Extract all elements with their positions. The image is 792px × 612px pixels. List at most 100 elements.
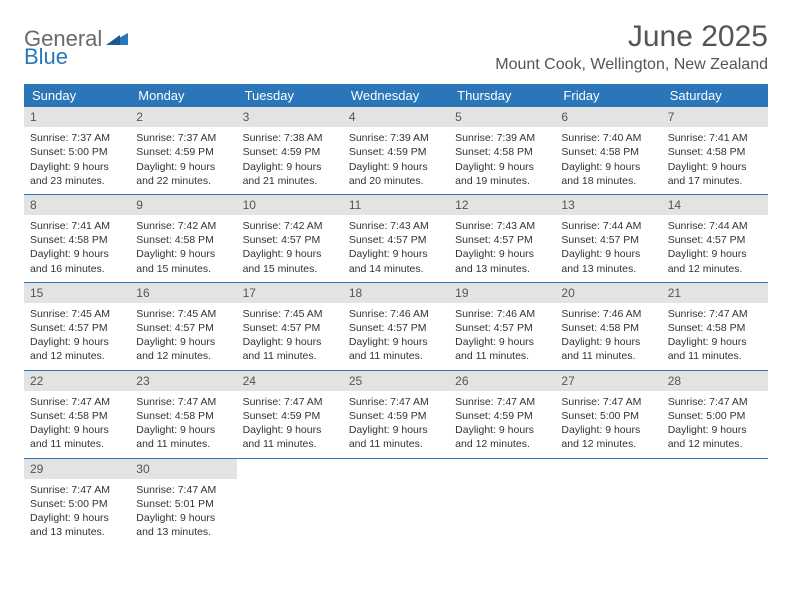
sunrise-text: Sunrise: 7:37 AM [136, 131, 230, 145]
day-number: 22 [24, 371, 130, 391]
day-cell: 5Sunrise: 7:39 AMSunset: 4:58 PMDaylight… [449, 107, 555, 194]
dow-saturday: Saturday [662, 84, 768, 107]
day-body: Sunrise: 7:37 AMSunset: 5:00 PMDaylight:… [24, 127, 130, 194]
sunrise-text: Sunrise: 7:45 AM [243, 307, 337, 321]
dow-monday: Monday [130, 84, 236, 107]
day-cell: 21Sunrise: 7:47 AMSunset: 4:58 PMDayligh… [662, 283, 768, 370]
sunset-text: Sunset: 4:59 PM [455, 409, 549, 423]
sunset-text: Sunset: 5:00 PM [30, 145, 124, 159]
day-cell: 26Sunrise: 7:47 AMSunset: 4:59 PMDayligh… [449, 371, 555, 458]
day-cell [662, 459, 768, 546]
day-number: 9 [130, 195, 236, 215]
day-cell: 18Sunrise: 7:46 AMSunset: 4:57 PMDayligh… [343, 283, 449, 370]
sunrise-text: Sunrise: 7:47 AM [136, 395, 230, 409]
sunrise-text: Sunrise: 7:46 AM [349, 307, 443, 321]
day-number: 17 [237, 283, 343, 303]
day-number: 11 [343, 195, 449, 215]
day-body: Sunrise: 7:47 AMSunset: 4:59 PMDaylight:… [449, 391, 555, 458]
day-body: Sunrise: 7:47 AMSunset: 4:59 PMDaylight:… [237, 391, 343, 458]
sunrise-text: Sunrise: 7:47 AM [243, 395, 337, 409]
location-text: Mount Cook, Wellington, New Zealand [495, 56, 768, 74]
day-number: 18 [343, 283, 449, 303]
sunrise-text: Sunrise: 7:43 AM [455, 219, 549, 233]
day-body: Sunrise: 7:47 AMSunset: 5:00 PMDaylight:… [555, 391, 661, 458]
sunrise-text: Sunrise: 7:47 AM [455, 395, 549, 409]
sunset-text: Sunset: 5:00 PM [561, 409, 655, 423]
sunrise-text: Sunrise: 7:47 AM [349, 395, 443, 409]
daylight-text: Daylight: 9 hours and 11 minutes. [30, 423, 124, 451]
daylight-text: Daylight: 9 hours and 23 minutes. [30, 160, 124, 188]
sunrise-text: Sunrise: 7:45 AM [30, 307, 124, 321]
sunset-text: Sunset: 4:58 PM [561, 145, 655, 159]
daylight-text: Daylight: 9 hours and 13 minutes. [136, 511, 230, 539]
day-number: 30 [130, 459, 236, 479]
sunrise-text: Sunrise: 7:41 AM [668, 131, 762, 145]
day-cell: 16Sunrise: 7:45 AMSunset: 4:57 PMDayligh… [130, 283, 236, 370]
sunrise-text: Sunrise: 7:47 AM [136, 483, 230, 497]
daylight-text: Daylight: 9 hours and 13 minutes. [561, 247, 655, 275]
dow-friday: Friday [555, 84, 661, 107]
daylight-text: Daylight: 9 hours and 13 minutes. [30, 511, 124, 539]
day-number: 7 [662, 107, 768, 127]
day-body: Sunrise: 7:47 AMSunset: 4:58 PMDaylight:… [24, 391, 130, 458]
daylight-text: Daylight: 9 hours and 12 minutes. [136, 335, 230, 363]
day-cell: 25Sunrise: 7:47 AMSunset: 4:59 PMDayligh… [343, 371, 449, 458]
day-cell: 14Sunrise: 7:44 AMSunset: 4:57 PMDayligh… [662, 195, 768, 282]
day-cell: 27Sunrise: 7:47 AMSunset: 5:00 PMDayligh… [555, 371, 661, 458]
sunset-text: Sunset: 4:58 PM [30, 409, 124, 423]
sunset-text: Sunset: 4:58 PM [136, 233, 230, 247]
sunset-text: Sunset: 5:00 PM [30, 497, 124, 511]
day-number: 8 [24, 195, 130, 215]
day-number: 20 [555, 283, 661, 303]
day-cell: 4Sunrise: 7:39 AMSunset: 4:59 PMDaylight… [343, 107, 449, 194]
sunset-text: Sunset: 4:58 PM [668, 145, 762, 159]
day-number: 14 [662, 195, 768, 215]
day-body: Sunrise: 7:41 AMSunset: 4:58 PMDaylight:… [24, 215, 130, 282]
sunrise-text: Sunrise: 7:47 AM [30, 395, 124, 409]
day-cell: 10Sunrise: 7:42 AMSunset: 4:57 PMDayligh… [237, 195, 343, 282]
day-body: Sunrise: 7:45 AMSunset: 4:57 PMDaylight:… [24, 303, 130, 370]
daylight-text: Daylight: 9 hours and 12 minutes. [668, 423, 762, 451]
day-cell: 1Sunrise: 7:37 AMSunset: 5:00 PMDaylight… [24, 107, 130, 194]
daylight-text: Daylight: 9 hours and 11 minutes. [243, 423, 337, 451]
day-cell [237, 459, 343, 546]
daylight-text: Daylight: 9 hours and 12 minutes. [668, 247, 762, 275]
daylight-text: Daylight: 9 hours and 11 minutes. [455, 335, 549, 363]
day-cell: 6Sunrise: 7:40 AMSunset: 4:58 PMDaylight… [555, 107, 661, 194]
daylight-text: Daylight: 9 hours and 15 minutes. [136, 247, 230, 275]
day-body: Sunrise: 7:38 AMSunset: 4:59 PMDaylight:… [237, 127, 343, 194]
dow-tuesday: Tuesday [237, 84, 343, 107]
sunrise-text: Sunrise: 7:46 AM [561, 307, 655, 321]
sunrise-text: Sunrise: 7:44 AM [668, 219, 762, 233]
day-number: 16 [130, 283, 236, 303]
sunset-text: Sunset: 4:58 PM [136, 409, 230, 423]
day-body: Sunrise: 7:43 AMSunset: 4:57 PMDaylight:… [343, 215, 449, 282]
day-number: 29 [24, 459, 130, 479]
day-cell: 3Sunrise: 7:38 AMSunset: 4:59 PMDaylight… [237, 107, 343, 194]
sunrise-text: Sunrise: 7:44 AM [561, 219, 655, 233]
day-body: Sunrise: 7:47 AMSunset: 5:01 PMDaylight:… [130, 479, 236, 546]
daylight-text: Daylight: 9 hours and 17 minutes. [668, 160, 762, 188]
sunrise-text: Sunrise: 7:47 AM [668, 395, 762, 409]
sunset-text: Sunset: 5:01 PM [136, 497, 230, 511]
sunrise-text: Sunrise: 7:42 AM [136, 219, 230, 233]
day-number: 15 [24, 283, 130, 303]
day-body: Sunrise: 7:45 AMSunset: 4:57 PMDaylight:… [237, 303, 343, 370]
day-body: Sunrise: 7:37 AMSunset: 4:59 PMDaylight:… [130, 127, 236, 194]
daylight-text: Daylight: 9 hours and 12 minutes. [30, 335, 124, 363]
sunset-text: Sunset: 4:59 PM [243, 145, 337, 159]
week-row: 15Sunrise: 7:45 AMSunset: 4:57 PMDayligh… [24, 283, 768, 371]
day-number: 5 [449, 107, 555, 127]
sunrise-text: Sunrise: 7:47 AM [668, 307, 762, 321]
day-number: 28 [662, 371, 768, 391]
sunset-text: Sunset: 5:00 PM [668, 409, 762, 423]
day-cell: 15Sunrise: 7:45 AMSunset: 4:57 PMDayligh… [24, 283, 130, 370]
day-number: 6 [555, 107, 661, 127]
day-cell: 24Sunrise: 7:47 AMSunset: 4:59 PMDayligh… [237, 371, 343, 458]
day-body: Sunrise: 7:46 AMSunset: 4:58 PMDaylight:… [555, 303, 661, 370]
week-row: 29Sunrise: 7:47 AMSunset: 5:00 PMDayligh… [24, 459, 768, 546]
logo-mark-icon [106, 29, 128, 50]
day-of-week-header: Sunday Monday Tuesday Wednesday Thursday… [24, 84, 768, 107]
day-body: Sunrise: 7:47 AMSunset: 5:00 PMDaylight:… [24, 479, 130, 546]
day-number: 12 [449, 195, 555, 215]
